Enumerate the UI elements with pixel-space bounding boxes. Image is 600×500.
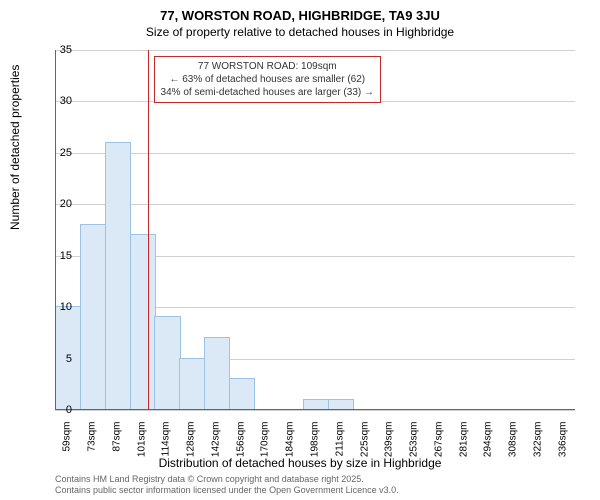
y-axis-label: Number of detached properties (8, 65, 22, 230)
x-tick-label: 170sqm (260, 422, 271, 472)
gridline (55, 153, 575, 154)
gridline (55, 410, 575, 411)
marker-line (148, 50, 149, 410)
annotation-line: 77 WORSTON ROAD: 109sqm (161, 60, 374, 73)
attribution-line: Contains public sector information licen… (55, 485, 399, 496)
chart-subtitle: Size of property relative to detached ho… (0, 23, 600, 39)
x-tick-label: 101sqm (136, 422, 147, 472)
x-tick-label: 114sqm (161, 422, 172, 472)
x-tick-label: 225sqm (359, 422, 370, 472)
y-axis-line (55, 50, 56, 410)
gridline (55, 204, 575, 205)
y-tick-label: 15 (60, 250, 72, 262)
x-tick-label: 253sqm (409, 422, 420, 472)
x-tick-label: 142sqm (210, 422, 221, 472)
y-tick-label: 35 (60, 44, 72, 56)
histogram-bar (105, 142, 131, 410)
gridline (55, 50, 575, 51)
chart-title: 77, WORSTON ROAD, HIGHBRIDGE, TA9 3JU (0, 0, 600, 23)
y-tick-label: 0 (66, 404, 72, 416)
y-tick-label: 25 (60, 147, 72, 159)
y-tick-label: 30 (60, 95, 72, 107)
x-axis-line (55, 409, 575, 410)
x-tick-label: 211sqm (334, 422, 345, 472)
x-tick-label: 59sqm (62, 422, 73, 472)
attribution-line: Contains HM Land Registry data © Crown c… (55, 474, 399, 485)
x-tick-label: 267sqm (433, 422, 444, 472)
x-tick-label: 87sqm (111, 422, 122, 472)
attribution: Contains HM Land Registry data © Crown c… (55, 474, 399, 496)
x-tick-label: 281sqm (458, 422, 469, 472)
x-tick-label: 239sqm (384, 422, 395, 472)
annotation-line: ← 63% of detached houses are smaller (62… (161, 73, 374, 86)
y-tick-label: 10 (60, 301, 72, 313)
x-tick-label: 156sqm (235, 422, 246, 472)
x-tick-label: 294sqm (483, 422, 494, 472)
x-tick-label: 198sqm (310, 422, 321, 472)
histogram-bar (130, 234, 156, 410)
histogram-bar (204, 337, 230, 410)
annotation-line: 34% of semi-detached houses are larger (… (161, 86, 374, 99)
histogram-chart: 77, WORSTON ROAD, HIGHBRIDGE, TA9 3JU Si… (0, 0, 600, 500)
y-tick-label: 5 (66, 353, 72, 365)
plot-area: 77 WORSTON ROAD: 109sqm← 63% of detached… (55, 50, 575, 410)
x-tick-label: 184sqm (285, 422, 296, 472)
annotation-box: 77 WORSTON ROAD: 109sqm← 63% of detached… (154, 56, 381, 103)
x-tick-label: 73sqm (87, 422, 98, 472)
histogram-bar (179, 358, 205, 410)
x-tick-label: 322sqm (532, 422, 543, 472)
x-tick-label: 128sqm (186, 422, 197, 472)
histogram-bar (229, 378, 255, 410)
x-tick-label: 308sqm (508, 422, 519, 472)
histogram-bar (80, 224, 106, 410)
x-tick-label: 336sqm (557, 422, 568, 472)
histogram-bar (154, 316, 180, 410)
y-tick-label: 20 (60, 198, 72, 210)
